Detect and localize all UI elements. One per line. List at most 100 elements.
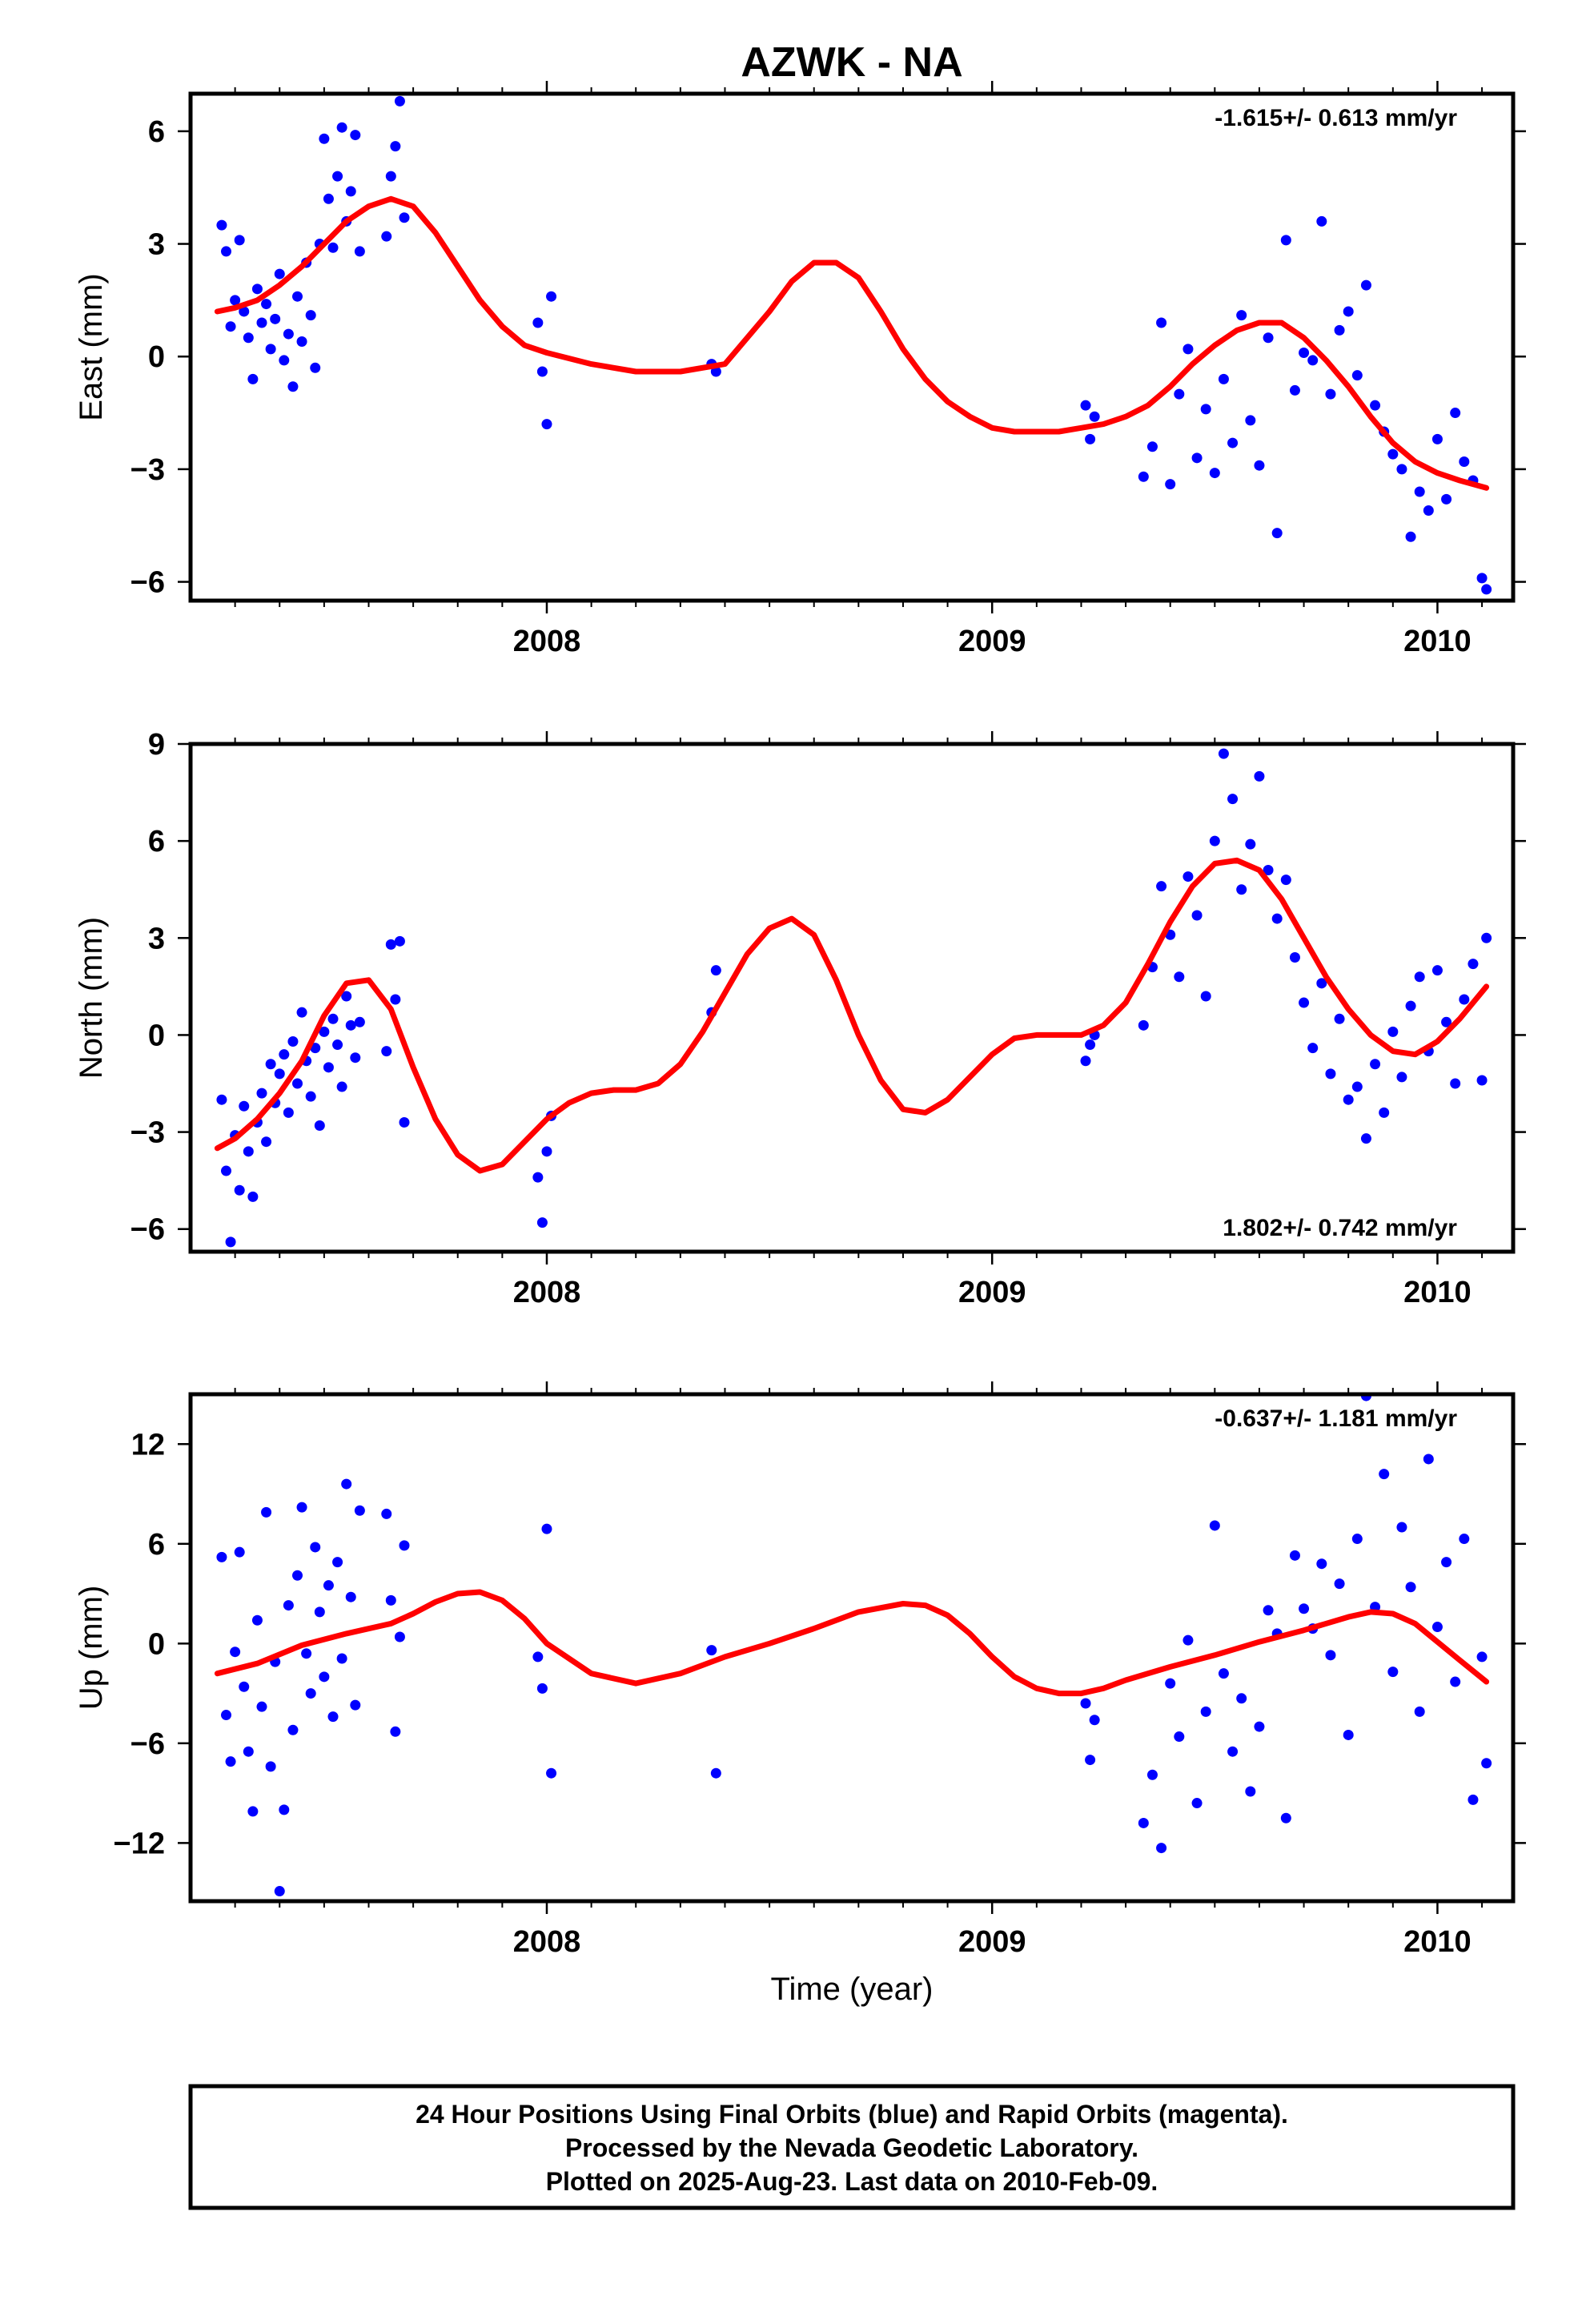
data-point	[287, 1036, 299, 1047]
data-point	[296, 1007, 307, 1018]
panel-frame	[188, 742, 1516, 1254]
data-point	[1280, 1812, 1291, 1823]
data-point	[247, 1806, 259, 1817]
data-point	[1146, 1769, 1158, 1780]
data-point	[291, 1570, 303, 1581]
data-point	[1450, 1078, 1461, 1089]
data-point	[220, 1165, 231, 1176]
data-point	[536, 366, 548, 377]
data-point	[1307, 1043, 1319, 1054]
data-point	[1209, 1520, 1220, 1531]
x-tick-label: 2008	[513, 1276, 581, 1309]
data-point	[546, 1767, 557, 1779]
data-point	[1450, 1676, 1461, 1687]
data-point	[274, 1886, 285, 1897]
data-point	[1414, 486, 1425, 497]
data-point	[1174, 1731, 1185, 1743]
data-point	[1209, 835, 1220, 846]
points-group	[216, 1394, 1492, 1897]
data-point	[1227, 437, 1239, 448]
data-point	[1343, 1729, 1354, 1740]
data-point	[234, 235, 245, 246]
data-point	[394, 935, 405, 947]
data-point	[350, 1699, 361, 1711]
panel-up: 2008 2009 2010 12 6 0 −6 −12 Up (mm) -0.637+/- 1.…	[74, 1381, 1526, 1959]
points-group	[216, 748, 1492, 1248]
data-point	[1165, 479, 1176, 490]
data-point	[243, 332, 254, 344]
data-point	[1182, 1634, 1194, 1646]
data-point	[305, 1091, 316, 1102]
data-point	[385, 939, 396, 950]
y-tick-label: 0	[148, 1627, 165, 1661]
data-point	[1227, 1746, 1239, 1757]
data-point	[1414, 971, 1425, 983]
data-point	[541, 1146, 552, 1157]
x-tick-label: 2008	[513, 625, 581, 658]
y-tick-label: 3	[148, 228, 165, 262]
data-point	[256, 1701, 267, 1712]
data-point	[332, 171, 343, 182]
data-point	[385, 171, 396, 182]
data-point	[390, 141, 401, 152]
data-point	[541, 1523, 552, 1534]
data-point	[327, 242, 339, 253]
data-point	[341, 991, 352, 1002]
fit-curve	[214, 857, 1490, 1174]
data-point	[1218, 373, 1229, 384]
data-point	[354, 246, 365, 257]
data-point	[1459, 456, 1470, 468]
x-tick-label: 2010	[1403, 1276, 1472, 1309]
data-point	[1334, 324, 1345, 336]
data-point	[1431, 1622, 1443, 1633]
data-point	[279, 1804, 290, 1815]
fit-curve	[214, 1589, 1490, 1697]
data-point	[287, 1724, 299, 1735]
data-point	[305, 310, 316, 321]
data-point	[1360, 1133, 1371, 1144]
data-point	[265, 1059, 276, 1070]
data-point	[291, 291, 303, 302]
points-group	[216, 95, 1492, 595]
data-point	[1396, 1072, 1407, 1083]
data-point	[247, 1191, 259, 1202]
data-point	[319, 1026, 330, 1037]
data-point	[1182, 344, 1194, 355]
data-point	[216, 1094, 227, 1105]
data-point	[1481, 1758, 1492, 1769]
data-point	[1334, 1013, 1345, 1024]
data-point	[385, 1594, 396, 1606]
data-point	[1254, 460, 1265, 471]
y-tick-label: −6	[130, 1213, 165, 1247]
data-point	[230, 1647, 241, 1658]
y-tick-label: −12	[114, 1827, 165, 1860]
data-point	[256, 317, 267, 328]
data-point	[1405, 1582, 1416, 1593]
data-point	[1325, 1068, 1336, 1080]
data-point	[265, 344, 276, 355]
data-point	[274, 1068, 285, 1080]
data-point	[1481, 584, 1492, 595]
y-tick-label: −6	[130, 1727, 165, 1761]
data-point	[706, 1645, 717, 1656]
x-tick-label: 2009	[958, 1276, 1026, 1309]
y-tick-label: −3	[130, 1116, 165, 1150]
data-point	[1280, 875, 1291, 886]
data-point	[283, 1600, 294, 1611]
data-point	[1450, 408, 1461, 419]
x-tick-label: 2009	[958, 625, 1026, 658]
data-point	[1289, 384, 1300, 396]
fit-curve	[214, 195, 1490, 491]
footer-line-1: 24 Hour Positions Using Final Orbits (bl…	[416, 2100, 1288, 2129]
data-point	[536, 1683, 548, 1694]
data-point	[345, 1591, 356, 1602]
data-point	[1476, 573, 1488, 584]
data-point	[546, 291, 557, 302]
data-point	[336, 1081, 347, 1092]
rate-annotation: -1.615+/- 0.613 mm/yr	[1215, 105, 1457, 131]
y-tick-label: 6	[148, 115, 165, 149]
data-point	[1379, 1107, 1390, 1118]
data-point	[394, 95, 405, 107]
data-point	[1476, 1075, 1488, 1086]
